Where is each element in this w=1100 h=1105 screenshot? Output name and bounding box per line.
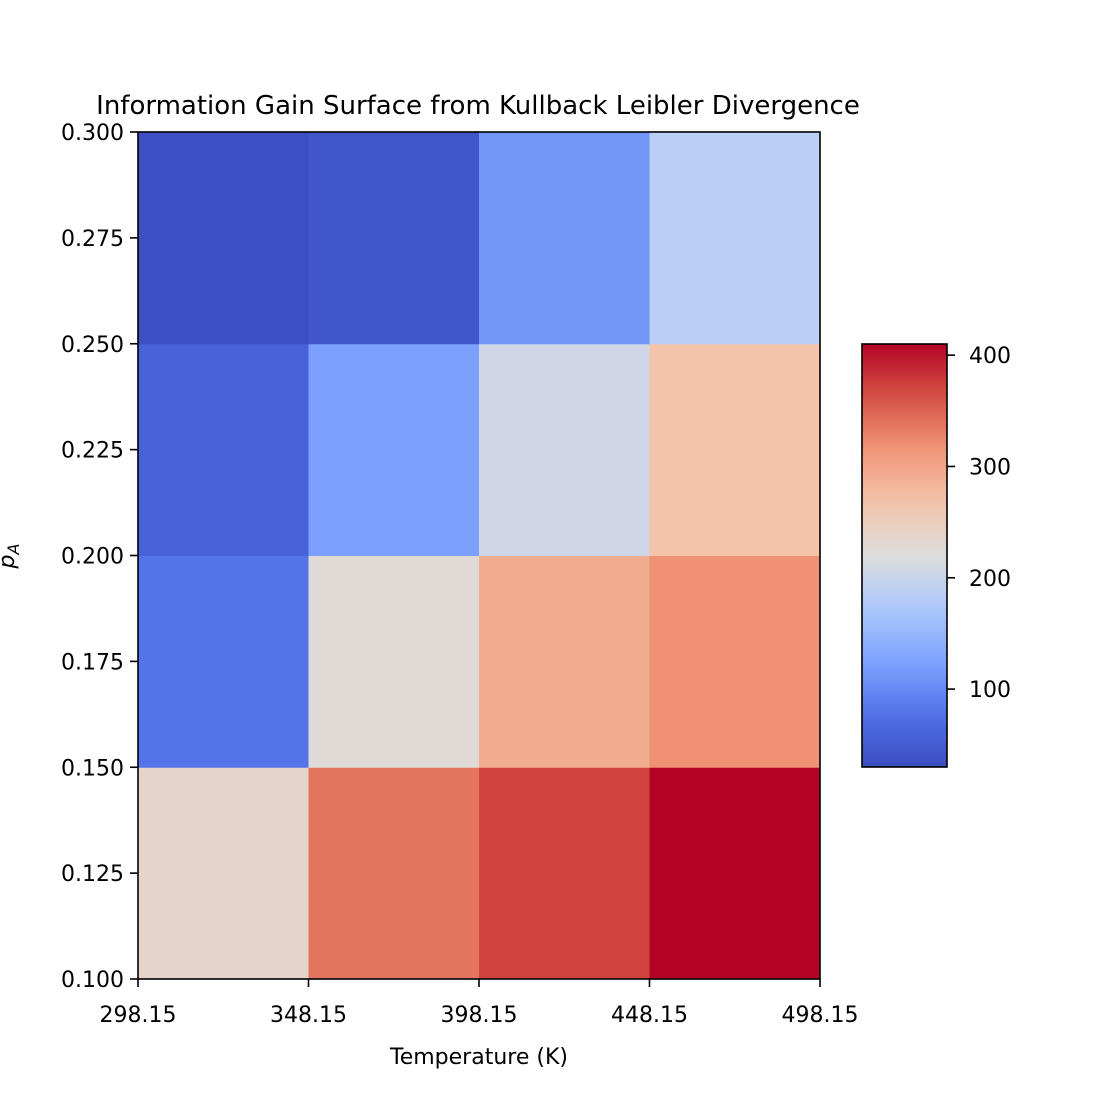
colorbar-tick-label: 100 [969,678,1011,703]
y-tick-label: 0.175 [61,650,124,675]
y-tick-label: 0.300 [61,121,124,146]
x-tick-label: 298.15 [100,1003,177,1028]
y-axis-label: pA [0,544,23,570]
y-tick-label: 0.250 [61,333,124,358]
heatmap-cell [308,555,480,768]
heatmap-cell [649,132,821,345]
x-tick-label: 398.15 [441,1003,518,1028]
heatmap-cell [138,555,309,768]
chart-title: Information Gain Surface from Kullback L… [96,91,860,121]
heatmap-cell [479,555,650,768]
y-axis-ticks: 0.100 0.125 0.150 0.175 0.200 0.225 0.250 0.275… [61,121,138,993]
colorbar-tick-label: 200 [969,567,1011,592]
heatmap-cell [308,767,480,980]
heatmap-cell [649,555,821,768]
y-tick-label: 0.125 [61,862,124,887]
heatmap-cell [649,767,821,980]
heatmap-cells [138,132,821,980]
colorbar-ticks: 100 200 300 400 [947,344,1011,703]
x-tick-label: 498.15 [782,1003,859,1028]
y-tick-label: 0.225 [61,439,124,464]
heatmap-cell [479,767,650,980]
heatmap-cell [138,767,309,980]
heatmap-cell [308,343,480,556]
heatmap-cell [479,132,650,345]
svg-text:pA: pA [0,544,23,570]
heatmap-cell [138,132,309,345]
y-tick-label: 0.200 [61,545,124,570]
x-tick-label: 448.15 [611,1003,688,1028]
x-axis-ticks: 298.15 348.15 398.15 448.15 498.15 [100,979,859,1028]
y-tick-label: 0.100 [61,968,124,993]
heatmap-cell [308,132,480,345]
y-tick-label: 0.275 [61,227,124,252]
heatmap-cell [479,343,650,556]
x-axis-label: Temperature (K) [389,1045,568,1070]
colorbar: 100 200 300 400 [861,343,1011,768]
colorbar-tick-label: 400 [969,344,1011,369]
x-tick-label: 348.15 [270,1003,347,1028]
heatmap-cell [649,343,821,556]
heatmap-cell [138,343,309,556]
colorbar-tick-label: 300 [969,455,1011,480]
colorbar-gradient [861,343,948,768]
y-tick-label: 0.150 [61,756,124,781]
